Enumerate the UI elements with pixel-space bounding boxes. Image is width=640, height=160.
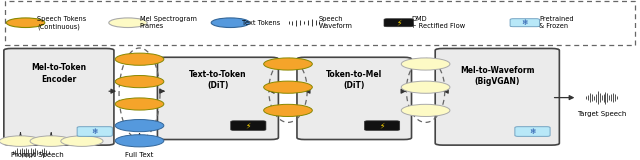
Text: ❄: ❄ [92, 127, 98, 136]
FancyBboxPatch shape [77, 127, 113, 136]
Text: ❄: ❄ [529, 127, 536, 136]
Text: ⚡: ⚡ [380, 121, 385, 130]
Text: Text-to-Token
(DiT): Text-to-Token (DiT) [189, 70, 246, 90]
Text: DMD
+ Rectified Flow: DMD + Rectified Flow [411, 16, 465, 29]
Text: Speech
Waveform: Speech Waveform [319, 16, 353, 29]
Circle shape [264, 58, 312, 70]
Text: ❄: ❄ [522, 18, 528, 27]
Circle shape [401, 58, 450, 70]
FancyBboxPatch shape [157, 57, 278, 140]
FancyBboxPatch shape [510, 19, 540, 27]
Text: Target Speech: Target Speech [577, 111, 627, 117]
Circle shape [264, 81, 312, 93]
Circle shape [115, 120, 164, 132]
Circle shape [401, 104, 450, 116]
Circle shape [211, 18, 250, 28]
Text: Prompt Speech: Prompt Speech [11, 152, 63, 158]
Text: Token-to-Mel
(DiT): Token-to-Mel (DiT) [326, 70, 382, 90]
Circle shape [115, 53, 164, 65]
FancyBboxPatch shape [384, 19, 413, 27]
Circle shape [6, 18, 45, 28]
Text: ⚡: ⚡ [246, 121, 251, 130]
FancyBboxPatch shape [365, 121, 400, 130]
Text: Mel-to-Waveform
(BigVGAN): Mel-to-Waveform (BigVGAN) [460, 66, 534, 86]
FancyBboxPatch shape [297, 57, 412, 140]
Text: Speech Tokens
(Continuous): Speech Tokens (Continuous) [37, 16, 86, 30]
Text: Pretrained
& Frozen: Pretrained & Frozen [539, 16, 573, 29]
Circle shape [115, 76, 164, 88]
Circle shape [115, 98, 164, 110]
Text: Mel Spectrogram
Frames: Mel Spectrogram Frames [140, 16, 196, 29]
Circle shape [61, 136, 103, 146]
Circle shape [30, 136, 72, 146]
Text: Mel-to-Token
Encoder: Mel-to-Token Encoder [31, 63, 86, 84]
Circle shape [401, 81, 450, 93]
Text: Full Text: Full Text [125, 152, 154, 158]
FancyBboxPatch shape [515, 127, 550, 136]
Circle shape [0, 136, 42, 146]
Circle shape [264, 104, 312, 116]
Circle shape [115, 135, 164, 147]
FancyBboxPatch shape [4, 48, 114, 145]
Text: Text Tokens: Text Tokens [242, 20, 280, 26]
Bar [5, 1, 635, 45]
FancyBboxPatch shape [231, 121, 266, 130]
Text: ⚡: ⚡ [396, 18, 401, 27]
Circle shape [109, 18, 147, 28]
FancyBboxPatch shape [435, 48, 559, 145]
